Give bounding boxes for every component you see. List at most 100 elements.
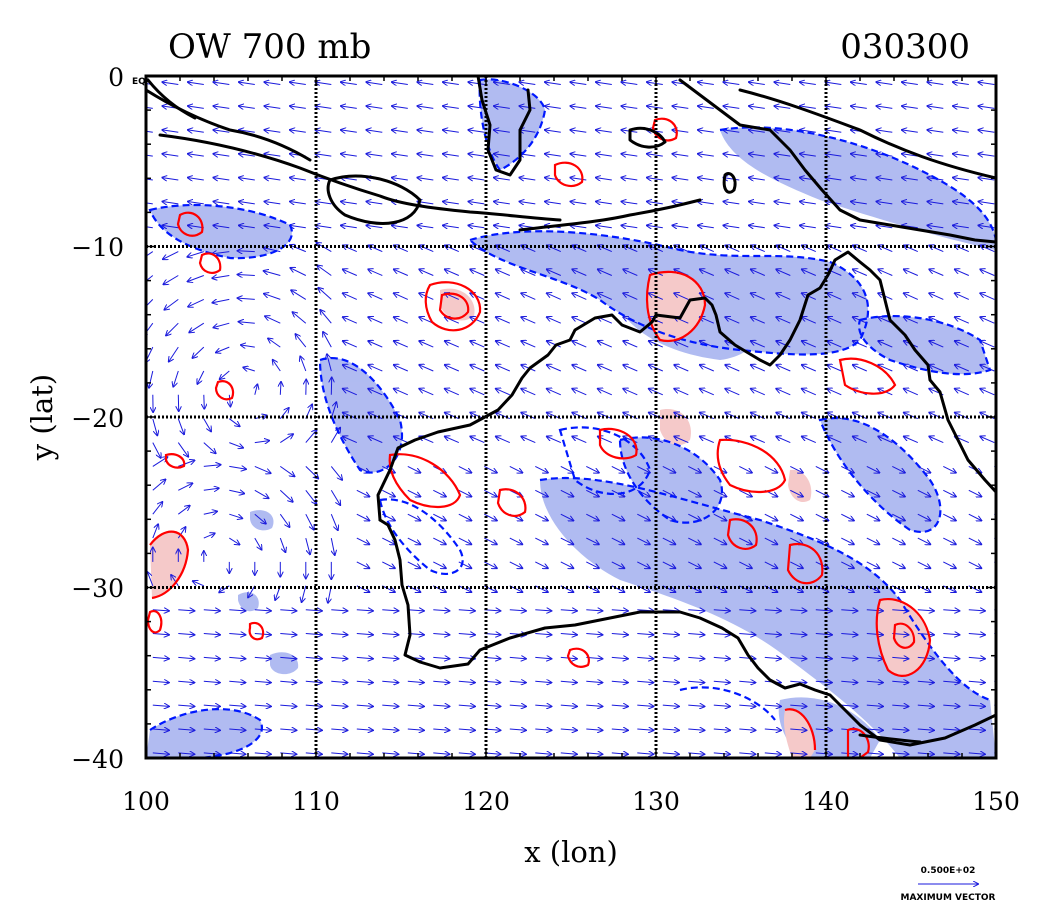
wind-vector (214, 322, 230, 327)
wind-vector (927, 225, 944, 227)
wind-vector (331, 681, 347, 682)
wind-vector (458, 729, 475, 730)
wind-vector (611, 729, 628, 730)
wind-vector (980, 437, 995, 444)
wind-vector (790, 561, 803, 568)
wind-vector (878, 269, 893, 276)
wind-vector (496, 341, 510, 348)
x-axis-label: x (lon) (524, 835, 618, 869)
wind-vector (417, 82, 434, 84)
wind-vector (394, 365, 408, 372)
wind-vector (943, 634, 959, 635)
wind-vector (331, 538, 334, 555)
negative-fill-region (320, 358, 402, 473)
wind-vector (392, 154, 408, 156)
wind-vector (802, 341, 816, 348)
wind-vector (519, 82, 536, 84)
wind-vector (330, 514, 338, 530)
wind-vector (802, 437, 816, 444)
wind-vector (254, 753, 271, 754)
wind-vector (637, 561, 650, 568)
wind-vector (470, 437, 485, 444)
wind-vector (815, 729, 832, 730)
wind-vector (927, 82, 944, 84)
wind-vector (815, 537, 829, 544)
wind-vector (749, 202, 765, 204)
wind-vector (509, 657, 526, 658)
wind-vector (637, 465, 650, 472)
wind-vector (239, 225, 255, 227)
wind-vector (254, 513, 266, 523)
wind-vector (723, 82, 740, 84)
wind-vector (392, 178, 408, 180)
wind-vector (264, 248, 281, 253)
wind-vector (239, 82, 255, 84)
wind-vector (535, 657, 551, 658)
wind-vectors (146, 82, 996, 754)
wind-vector (725, 317, 740, 324)
wind-vector (264, 130, 281, 132)
wind-vector (171, 575, 179, 587)
wind-vector (203, 418, 211, 432)
positive-contour (875, 597, 932, 677)
wind-vector (177, 442, 188, 457)
wind-vector (417, 178, 434, 180)
wind-vector (204, 394, 205, 409)
wind-vector (611, 705, 628, 706)
wind-vector (535, 705, 551, 706)
wind-vector (366, 154, 383, 156)
wind-vector (443, 106, 459, 108)
wind-vector (674, 389, 689, 396)
wind-vector (739, 465, 752, 472)
wind-vector (790, 513, 803, 520)
wind-vector (290, 245, 306, 253)
wind-vector (545, 202, 561, 204)
wind-vector (662, 465, 676, 472)
wind-vector (662, 729, 679, 730)
wind-vector (978, 82, 995, 84)
wind-vector (790, 489, 803, 496)
wind-vector (392, 82, 408, 84)
wind-vector (320, 310, 332, 324)
wind-vector (509, 610, 526, 611)
wind-vector (866, 489, 880, 496)
positive-contour (892, 622, 916, 649)
coastline-borneo (326, 174, 422, 225)
positive-contour (248, 621, 265, 641)
wind-vector (700, 365, 714, 372)
wind-vector (751, 365, 765, 372)
wind-vector (698, 178, 714, 180)
wind-vector (433, 610, 449, 611)
wind-vector (751, 293, 766, 300)
wind-vector (596, 225, 612, 227)
wind-vector (280, 610, 296, 611)
wind-vector (596, 202, 612, 204)
wind-vector (216, 346, 230, 352)
wind-vector (368, 437, 383, 444)
wind-vector (417, 154, 434, 156)
wind-vector (152, 681, 169, 682)
wind-vector (866, 729, 883, 730)
wind-vector (521, 293, 536, 300)
wind-vector (968, 537, 982, 544)
wind-vector (484, 513, 497, 520)
wind-vector (790, 681, 806, 682)
wind-vector (356, 537, 370, 544)
wind-vector (739, 705, 755, 706)
wind-vector (238, 275, 255, 276)
wind-vector (866, 585, 880, 592)
negative-contour (618, 436, 723, 524)
wind-vector (162, 82, 179, 84)
wind-vector (927, 130, 944, 132)
wind-vector (356, 634, 373, 635)
wind-vector (927, 202, 944, 204)
wind-vector (647, 202, 663, 204)
wind-vector (305, 610, 322, 611)
wind-vector (800, 225, 816, 227)
wind-vector (356, 513, 370, 520)
wind-vector (484, 561, 497, 568)
wind-vector (239, 130, 255, 132)
wind-vector (943, 610, 959, 611)
wind-vector (674, 437, 689, 444)
wind-vector (713, 513, 727, 520)
